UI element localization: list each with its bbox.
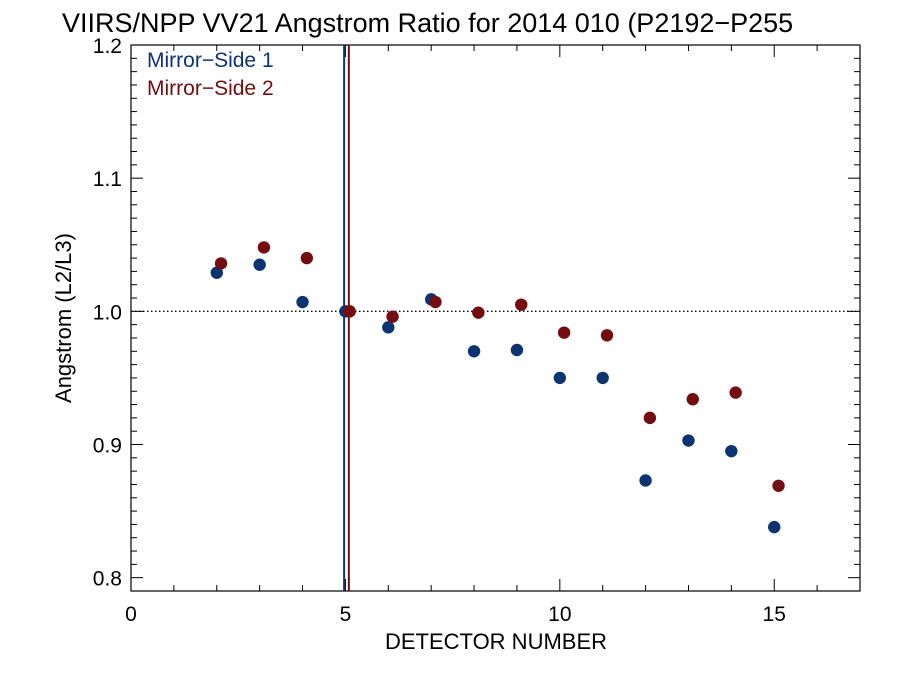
series-2-point [729, 386, 742, 399]
series-2-point [643, 411, 657, 425]
series-2-point [772, 479, 785, 492]
series-2-point [686, 393, 699, 406]
series-1-point [253, 258, 266, 271]
legend-entry-1: Mirror−Side 1 [147, 49, 274, 72]
y-axis-label: Angstrom (L2/L3) [51, 233, 76, 403]
series-1-point [553, 371, 567, 385]
series-1-point [596, 371, 609, 385]
series-2-point [557, 326, 571, 339]
y-tick-label: 0.9 [93, 435, 122, 458]
series-2-point [386, 310, 399, 323]
series-2-point [472, 306, 485, 319]
series-1-point [210, 266, 223, 279]
series-1-point [768, 520, 781, 534]
legend: Mirror−Side 1 Mirror−Side 2 [147, 49, 274, 100]
x-tick-label: 5 [340, 603, 352, 626]
series-2-point [300, 251, 314, 265]
series-1-point [639, 474, 652, 487]
series-2-point [343, 305, 356, 318]
series-2-point [257, 241, 271, 254]
x-tick-label: 10 [548, 603, 571, 626]
series-2-point [429, 295, 442, 309]
series-2-point [214, 257, 228, 270]
chart-title: VIIRS/NPP VV21 Angstrom Ratio for 2014 0… [62, 8, 793, 38]
series-1-point [725, 444, 738, 458]
y-tick-label: 0.8 [93, 568, 122, 591]
series-2-point [515, 298, 528, 311]
series-1-point [682, 434, 695, 447]
plot-area: 0 5 10 15 0.8 0.9 1.0 1.1 1.2 [93, 35, 861, 626]
series-1-point [510, 343, 524, 357]
y-tick-label: 1.2 [93, 35, 122, 58]
x-tick-label: 0 [125, 603, 137, 626]
y-tick-label: 1.0 [93, 301, 122, 324]
plot-frame [130, 44, 861, 592]
x-axis-label: DETECTOR NUMBER [385, 629, 607, 654]
series-1-point [467, 345, 481, 358]
series-1-point [382, 321, 395, 334]
x-tick-label: 15 [763, 603, 786, 626]
legend-entry-2: Mirror−Side 2 [147, 77, 274, 100]
series-1-point [296, 295, 309, 309]
y-tick-label: 1.1 [93, 168, 122, 191]
series-2-point [600, 329, 614, 342]
